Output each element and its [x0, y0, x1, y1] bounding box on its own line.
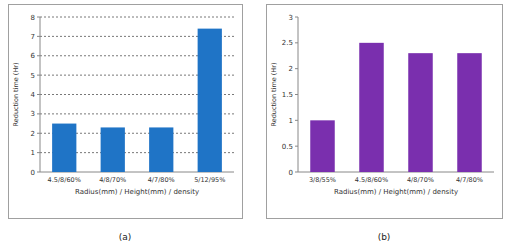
tick-label: 4 [31, 91, 36, 99]
category-label: 5/12/95% [194, 176, 225, 184]
tick-label: 6 [31, 52, 36, 60]
bar [52, 124, 76, 172]
category-label: 4/8/70% [99, 176, 126, 184]
y-axis [40, 17, 41, 172]
bar [310, 120, 335, 172]
tick-label: 5 [31, 72, 35, 80]
bars [52, 29, 222, 172]
tick-label: 1 [31, 149, 35, 157]
bar [457, 53, 482, 172]
category-label: 3/8/55% [309, 176, 336, 184]
chart-frame [267, 5, 503, 219]
chart: 0 1 2 3 4 5 6 7 8 4.5/8/60% 4/8/70% 4/7/80% 5/12/95%… [9, 5, 243, 243]
y-label: Reduction time (Hr) [12, 63, 20, 127]
tick-label: 0 [289, 169, 293, 177]
chart-frame [9, 5, 243, 219]
tick-label: 0 [31, 169, 35, 177]
y-axis [298, 17, 299, 172]
tick-label: 1.5 [282, 91, 293, 99]
tick-label: 3 [289, 14, 293, 22]
tick-label: 3 [31, 110, 35, 118]
bar [149, 127, 173, 172]
tick-label: 2.5 [282, 39, 293, 47]
y-label: Reduction time (Hr) [270, 63, 278, 127]
figure: 0 1 2 3 4 5 6 7 8 4.5/8/60% 4/8/70% 4/7/80% 5/12/95%… [0, 0, 509, 248]
tick-label: 1 [289, 117, 293, 125]
category-label: 4/7/80% [456, 176, 483, 184]
category-label: 4/7/80% [148, 176, 175, 184]
bar [359, 43, 384, 172]
bar [198, 29, 222, 172]
bar [101, 127, 125, 172]
bars [310, 43, 482, 172]
grid-line [40, 17, 234, 18]
tick-label: 8 [31, 14, 35, 22]
caption: (b) [378, 232, 391, 242]
tick-label: 2 [31, 130, 35, 138]
category-label: 4.5/8/60% [48, 176, 81, 184]
bar [408, 53, 433, 172]
chart: 0 0.5 1 1.5 2 2.5 3 3/8/55% 4.5/8/60% 4/8/70% 4/7/… [267, 5, 503, 243]
caption: (a) [119, 232, 132, 242]
category-label: 4/8/70% [407, 176, 434, 184]
tick-label: 7 [31, 33, 35, 41]
tick-label: 0.5 [282, 143, 293, 151]
category-label: 4.5/8/60% [355, 176, 388, 184]
tick-label: 2 [289, 65, 293, 73]
x-label: Radius(mm) / Height(mm) / density [334, 188, 458, 196]
x-label: Radius(mm) / Height(mm) / density [75, 188, 199, 196]
